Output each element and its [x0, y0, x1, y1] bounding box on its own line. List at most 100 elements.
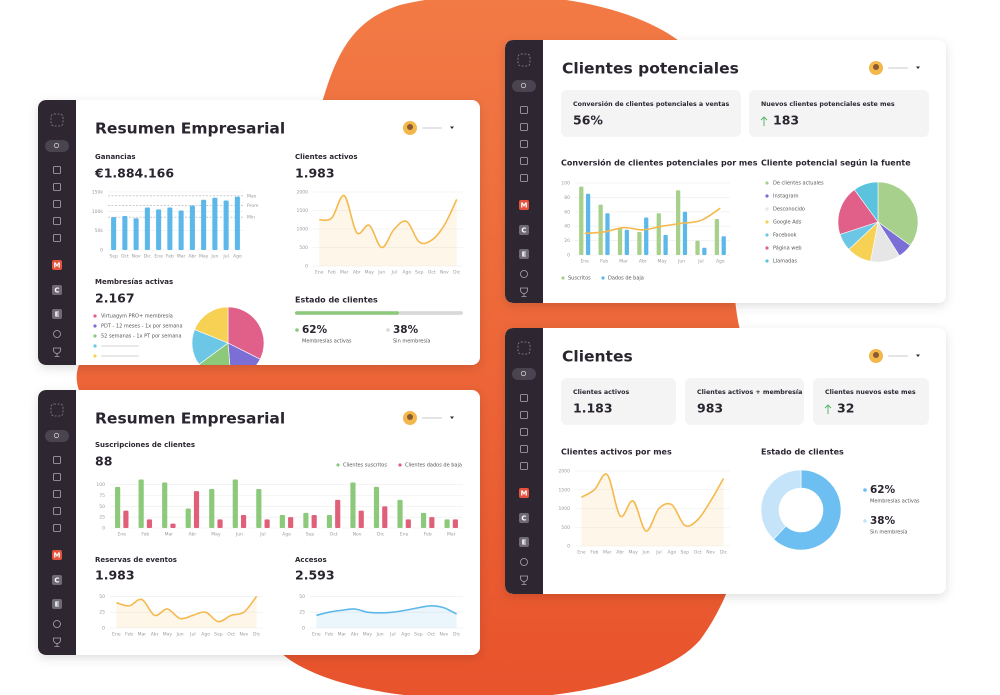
y-tick-label: 0: [102, 626, 105, 632]
status-value: 62%: [302, 324, 328, 336]
x-tick-label: Jul: [391, 270, 397, 276]
x-tick-label: Jun: [176, 632, 184, 638]
x-tick-label: Nov: [353, 532, 362, 538]
badge: [52, 260, 62, 270]
bar: [209, 489, 215, 528]
badge-letter: E: [522, 539, 527, 547]
y-tick-label: 500: [299, 245, 308, 251]
x-tick-label: May: [628, 550, 638, 556]
kpi-value: 183: [773, 113, 799, 128]
y-tick-label: 0: [102, 526, 105, 532]
user-name-placeholder: [888, 67, 908, 69]
x-tick-label: Dic: [144, 254, 152, 260]
x-tick-label: Feb: [325, 632, 333, 638]
x-tick-label: Feb: [125, 632, 133, 638]
legend-label: Desconocido: [773, 207, 805, 213]
legend-label: De clientes actuales: [773, 181, 824, 187]
status-value: 62%: [870, 484, 896, 496]
avatar-face: [407, 124, 413, 130]
x-tick-label: Ago: [233, 254, 242, 260]
x-tick-label: Feb: [600, 259, 608, 265]
trend-arrow: [824, 404, 832, 414]
bar: [240, 515, 247, 528]
badge-letter: C: [521, 227, 526, 235]
x-tick-label: Jul: [259, 532, 265, 538]
bar: [162, 482, 168, 528]
badge: [52, 550, 62, 560]
bar: [452, 519, 458, 528]
legend-label: Dados de baja: [608, 276, 644, 282]
x-tick-label: Jun: [210, 254, 218, 260]
x-tick-label: Mar: [177, 254, 186, 260]
y-tick-label: 100: [561, 181, 570, 187]
legend-dot: [336, 463, 340, 467]
search-icon: [53, 142, 60, 149]
x-tick-label: Jun: [677, 259, 685, 265]
x-tick-label: Ene: [580, 259, 589, 265]
bar: [373, 486, 380, 528]
legend-placeholder: [101, 345, 139, 347]
bar: [702, 247, 707, 255]
legend-label: 52 semanas - 1x PT por semana: [101, 334, 182, 340]
bar: [429, 517, 435, 528]
status-label: Membresías activas: [870, 498, 920, 505]
bar: [303, 512, 309, 528]
y-tick-label: 100: [96, 482, 105, 488]
bar: [585, 193, 591, 255]
reference-label: Max: [247, 193, 257, 199]
bar: [256, 489, 262, 528]
bar: [605, 213, 610, 255]
kpi-value: 32: [837, 401, 854, 416]
x-tick-label: Oct: [227, 632, 235, 638]
bar: [397, 499, 403, 528]
bar: [644, 217, 649, 255]
x-tick-label: Dic: [720, 550, 728, 556]
legend-label: PDT - 12 meses - 1x por semana: [101, 324, 183, 330]
x-tick-label: Ago: [716, 259, 725, 265]
progress-segment: [295, 311, 400, 315]
legend-dot: [93, 354, 97, 358]
x-tick-label: Jul: [189, 632, 195, 638]
panel-title: Clientes: [562, 348, 633, 366]
widget-value: 2.167: [95, 291, 135, 306]
y-tick-label: 80: [564, 195, 570, 201]
y-tick-label: 1500: [297, 208, 309, 214]
kpi-label: Nuevos clientes potenciales este mes: [761, 101, 895, 108]
area-fill: [316, 605, 457, 628]
widget-label: Estado de clientes: [295, 296, 378, 305]
dashboard-panel: M C E Clientes potenciales Conversión de cli…: [505, 40, 946, 303]
x-tick-label: Abr: [351, 632, 359, 638]
chat-icon: [53, 620, 61, 628]
bar: [288, 517, 294, 528]
badge: [519, 537, 529, 547]
x-tick-label: Jun: [642, 550, 650, 556]
x-tick-label: Nov: [239, 632, 248, 638]
bar: [682, 211, 688, 255]
sidebar: [38, 390, 76, 655]
x-tick-label: Nov: [439, 632, 448, 638]
widget-value: 88: [95, 454, 112, 469]
badge-letter: C: [521, 515, 526, 523]
x-tick-label: Ene: [118, 532, 127, 538]
bar: [405, 519, 411, 528]
nav-icon: [520, 411, 528, 419]
badge: [52, 599, 62, 609]
bar: [311, 515, 317, 528]
x-tick-label: Dic: [453, 270, 461, 276]
x-tick-label: Oct: [428, 270, 436, 276]
status-value: 38%: [393, 324, 419, 336]
x-tick-label: May: [199, 254, 209, 260]
x-tick-label: Nov: [706, 550, 715, 556]
panel-content: M C E Resumen Empresarial Suscripciones de c…: [38, 390, 463, 655]
dropdown-caret: [450, 126, 454, 129]
y-tick-label: 20: [564, 238, 570, 244]
bar: [170, 523, 176, 528]
trophy-icon: [520, 575, 528, 585]
dashboard-panel: M C E Resumen Empresarial Suscripciones de c…: [38, 390, 480, 655]
y-tick-label: 500: [561, 525, 570, 531]
sidebar: [505, 328, 543, 594]
status-label: Sin membresía: [870, 529, 907, 536]
badge: [519, 225, 529, 235]
legend-dot: [295, 328, 299, 332]
bar: [663, 234, 668, 255]
